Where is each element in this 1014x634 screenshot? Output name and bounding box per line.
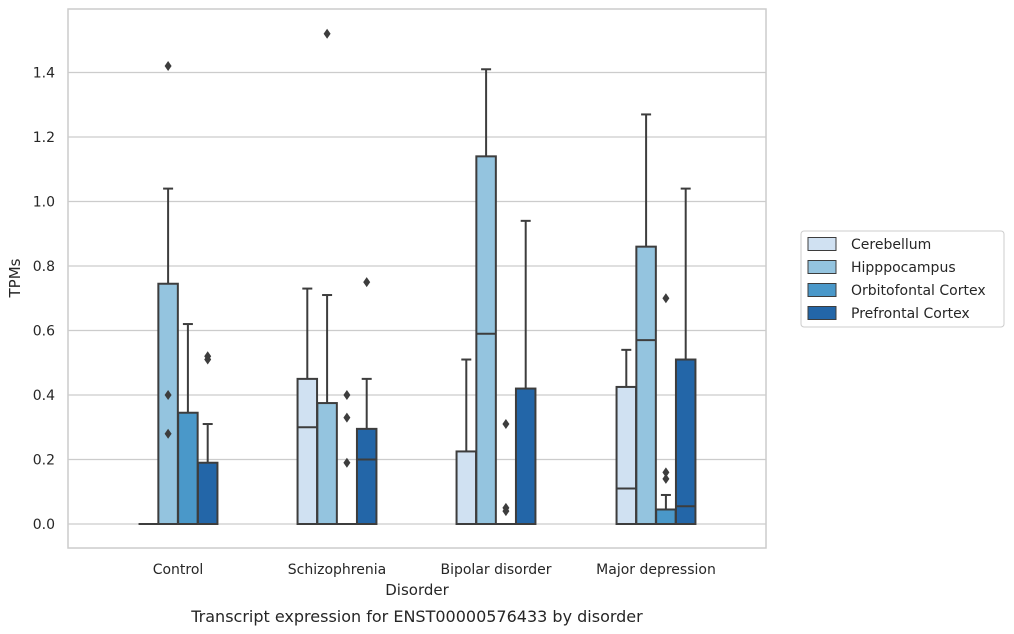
- legend-label: Prefrontal Cortex: [851, 306, 970, 322]
- outlier-point: [164, 61, 172, 72]
- legend-label: Hipppocampus: [851, 260, 956, 276]
- outlier-point: [363, 277, 371, 288]
- y-axis-label: TPMs: [6, 258, 24, 298]
- x-tick-label: Bipolar disorder: [440, 562, 551, 578]
- x-tick-label: Major depression: [596, 562, 716, 578]
- box-body: [455, 450, 478, 525]
- outlier-point: [502, 419, 510, 430]
- legend-label: Cerebellum: [851, 237, 931, 253]
- box-body: [316, 402, 338, 525]
- legend-label: Orbitofontal Cortex: [851, 283, 986, 299]
- box-body: [674, 358, 697, 525]
- box-cerebellum: [455, 358, 478, 525]
- box-prefrontal-cortex: [196, 351, 219, 526]
- outlier-point: [662, 473, 670, 484]
- legend-swatch: [807, 260, 837, 274]
- box-body: [475, 155, 497, 525]
- box-hipppocampus: [157, 61, 179, 525]
- y-tick-label: 1.4: [33, 66, 55, 82]
- box-body: [655, 508, 677, 525]
- box-hipppocampus: [635, 113, 657, 525]
- x-tick-labels: Control Schizophrenia Bipolar disorder Majo…: [153, 562, 716, 578]
- x-axis-label: Disorder: [385, 581, 449, 599]
- box-prefrontal-cortex: [514, 219, 537, 525]
- box-body: [514, 387, 537, 525]
- outlier-point: [502, 506, 510, 517]
- y-tick-labels: 0.0 0.2 0.4 0.6 0.8 1.0 1.2 1.4: [33, 66, 55, 534]
- x-tick-label: Control: [153, 562, 204, 578]
- box-body: [177, 411, 199, 525]
- box-orbitofontal-cortex: [496, 419, 516, 525]
- plot-frame: [67, 8, 767, 549]
- legend-frame: [800, 230, 1005, 328]
- y-tick-label: 1.0: [33, 195, 55, 211]
- y-tick-label: 0.4: [33, 388, 55, 404]
- legend-swatch: [807, 283, 837, 297]
- outlier-point: [343, 412, 351, 423]
- outlier-point: [204, 354, 212, 365]
- legend-swatch: [807, 237, 837, 251]
- outlier-point: [662, 467, 670, 478]
- y-tick-label: 0.8: [33, 259, 55, 275]
- box-cerebellum: [296, 287, 319, 525]
- box-body: [196, 461, 219, 526]
- legend: Cerebellum Hipppocampus Orbitofontal Corte…: [800, 230, 1005, 328]
- box-hipppocampus: [316, 28, 338, 525]
- outlier-point: [343, 390, 351, 400]
- box-groups: [138, 28, 697, 526]
- outlier-point: [164, 428, 172, 439]
- box-orbitofontal-cortex: [655, 293, 677, 525]
- box-prefrontal-cortex: [674, 187, 697, 525]
- y-tick-label: 0.6: [33, 324, 55, 340]
- x-tick-label: Schizophrenia: [288, 562, 386, 578]
- outlier-point: [164, 390, 172, 400]
- box-body: [355, 427, 378, 525]
- box-body: [635, 245, 657, 525]
- outlier-point: [343, 457, 351, 468]
- y-tick-label: 0.2: [33, 453, 55, 469]
- legend-swatch: [807, 306, 837, 320]
- box-body: [157, 282, 179, 525]
- y-tick-label: 1.2: [33, 130, 55, 146]
- y-tick-label: 0.0: [33, 517, 55, 533]
- outlier-point: [323, 28, 331, 39]
- box-body: [615, 385, 638, 525]
- outlier-point: [662, 293, 670, 304]
- box-prefrontal-cortex: [355, 277, 378, 525]
- box-body: [296, 377, 319, 525]
- box-hipppocampus: [475, 68, 497, 525]
- figure-caption: Transcript expression for ENST0000057643…: [190, 607, 643, 626]
- box-orbitofontal-cortex: [337, 390, 357, 525]
